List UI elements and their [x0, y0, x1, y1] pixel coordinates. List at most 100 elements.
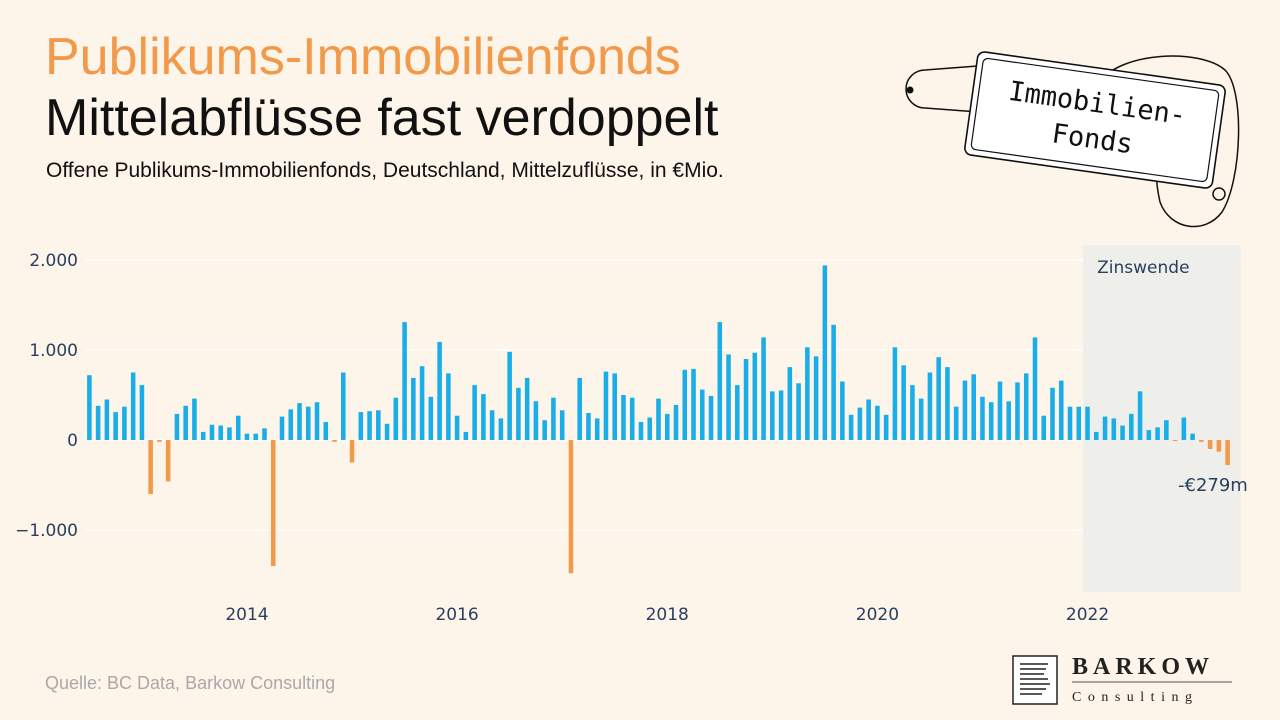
- bar: [997, 381, 1003, 440]
- bar: [332, 440, 337, 442]
- bar: [901, 365, 906, 440]
- bar: [822, 265, 828, 440]
- bar: [647, 417, 653, 440]
- bar: [262, 428, 267, 440]
- bar: [542, 420, 547, 440]
- bar: [209, 424, 215, 440]
- bar: [235, 415, 241, 440]
- bar: [910, 385, 915, 440]
- bar: [419, 366, 425, 440]
- bar: [139, 385, 145, 440]
- logo-icon: [1012, 655, 1058, 705]
- bar: [358, 412, 364, 440]
- bar: [691, 368, 696, 440]
- bar: [551, 397, 556, 440]
- bar: [533, 401, 539, 440]
- bars: [87, 265, 1230, 574]
- bar: [735, 385, 740, 440]
- bar: [726, 354, 731, 440]
- headline: Mittelabflüsse fast verdoppelt: [45, 89, 719, 147]
- bar: [848, 414, 854, 440]
- bar: [1181, 417, 1187, 440]
- x-tick-label: 2022: [1066, 605, 1109, 625]
- bar: [568, 440, 574, 574]
- zinswende-label: Zinswende: [1097, 258, 1189, 278]
- bar: [918, 398, 924, 440]
- bar: [411, 377, 416, 440]
- bar: [1190, 433, 1195, 440]
- bar: [130, 372, 136, 440]
- bar: [305, 406, 311, 440]
- bar: [148, 440, 153, 494]
- x-tick-label: 2016: [435, 605, 478, 625]
- y-tick-label: 2.000: [29, 251, 78, 271]
- bar: [603, 371, 609, 440]
- bar: [104, 399, 110, 440]
- bar: [875, 405, 880, 440]
- bar: [892, 347, 898, 440]
- bar: [840, 381, 845, 440]
- bar: [376, 410, 381, 440]
- bar: [770, 391, 775, 440]
- bar: [472, 385, 477, 440]
- bar: [1216, 440, 1222, 452]
- bar: [717, 322, 723, 440]
- bar: [192, 398, 197, 440]
- bar: [270, 440, 276, 566]
- bar: [524, 377, 530, 440]
- bar: [805, 347, 810, 440]
- bar: [489, 410, 495, 440]
- bar: [883, 414, 889, 440]
- bar: [980, 396, 985, 440]
- bar: [428, 396, 434, 440]
- bar: [953, 406, 959, 440]
- bar: [481, 394, 486, 440]
- y-tick-label: −1.000: [15, 521, 78, 541]
- bar: [323, 422, 329, 440]
- title: Publikums-Immobilienfonds: [45, 28, 681, 86]
- bar: [1137, 391, 1143, 440]
- bar: [1085, 406, 1090, 440]
- bar: [1120, 425, 1125, 440]
- bar: [454, 415, 460, 440]
- bar: [988, 402, 994, 440]
- bar: [507, 351, 512, 440]
- bar: [866, 399, 871, 440]
- price-tag-illustration: Immobilien- Fonds: [905, 51, 1240, 228]
- bar: [831, 324, 836, 440]
- bar: [761, 337, 766, 440]
- bar: [743, 359, 749, 440]
- bar: [927, 372, 933, 440]
- bar: [594, 418, 600, 440]
- bar: [621, 395, 626, 440]
- bar: [437, 341, 442, 440]
- bar: [577, 377, 582, 440]
- bar: [1172, 440, 1178, 441]
- bar: [586, 413, 591, 440]
- bar: [638, 422, 644, 440]
- bar: [1067, 406, 1073, 440]
- logo-sub: Consulting: [1072, 690, 1198, 705]
- bar: [157, 440, 162, 442]
- bar: [1102, 416, 1108, 440]
- bar: [122, 406, 127, 440]
- y-tick-label: 0: [67, 431, 78, 451]
- bar: [629, 397, 635, 440]
- bar: [1199, 440, 1204, 442]
- subtitle: Offene Publikums-Immobilienfonds, Deutsc…: [46, 159, 724, 182]
- bar: [183, 405, 188, 440]
- bar: [1111, 418, 1117, 440]
- bar: [796, 383, 801, 440]
- bar: [971, 374, 976, 440]
- bar: [253, 433, 259, 440]
- bar: [1094, 431, 1099, 440]
- bar: [87, 375, 92, 440]
- bar: [945, 367, 950, 440]
- bar: [95, 405, 101, 440]
- bar: [559, 410, 565, 440]
- bar: [174, 413, 180, 440]
- bar: [1032, 337, 1038, 440]
- bar: [1207, 440, 1213, 449]
- bar: [1076, 406, 1082, 440]
- zinswende-highlight: [1083, 245, 1241, 592]
